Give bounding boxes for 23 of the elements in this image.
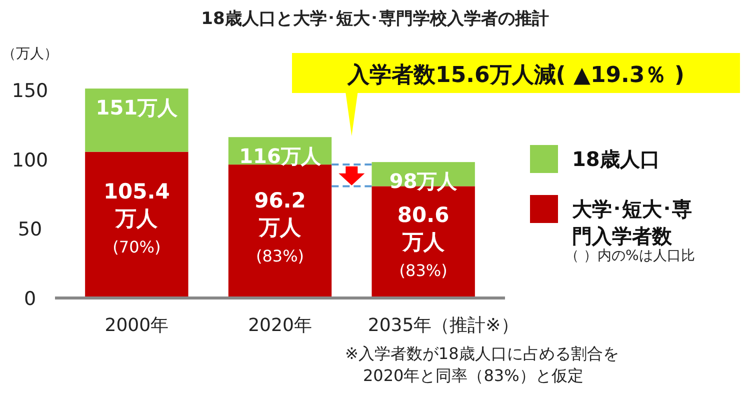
total-label: 98万人 <box>389 169 458 194</box>
y-tick-label: 50 <box>18 218 42 241</box>
annotation: 入学者数15.6万人減( ▲19.3％ ) <box>346 63 684 88</box>
legend-label: 18歳人口 <box>572 147 660 171</box>
data-label: 96.2 万人 (83%) <box>254 188 306 266</box>
text: ※入学者数が18歳人口に占める割合を 2020年と同率（83%）と仮定 <box>345 344 619 385</box>
legend-label: 大学･短大･専門入学者数 <box>572 197 692 248</box>
y-tick-label: 100 <box>12 149 48 172</box>
bar <box>85 88 188 152</box>
data-label: 80.6 万人 (83%) <box>397 202 450 280</box>
y-tick-label: 0 <box>24 288 36 310</box>
x-tick-label: 2035年（推計※） <box>368 315 519 336</box>
data-label: 105.4 万人 (70%) <box>103 180 170 257</box>
bar <box>85 152 188 298</box>
bar <box>228 164 332 298</box>
chart-title: 18歳人口と大学･短大･専門学校入学者の推計 <box>201 9 549 29</box>
text: （ ）内の%は人口比 <box>565 248 695 264</box>
y-tick-label: 150 <box>12 80 48 102</box>
x-tick-label: 2020年 <box>248 315 312 336</box>
x-tick-label: 2000年 <box>104 315 169 336</box>
total-label: 116万人 <box>239 144 322 168</box>
total-label: 151万人 <box>96 96 179 120</box>
y-axis-title: （万人） <box>2 46 58 62</box>
